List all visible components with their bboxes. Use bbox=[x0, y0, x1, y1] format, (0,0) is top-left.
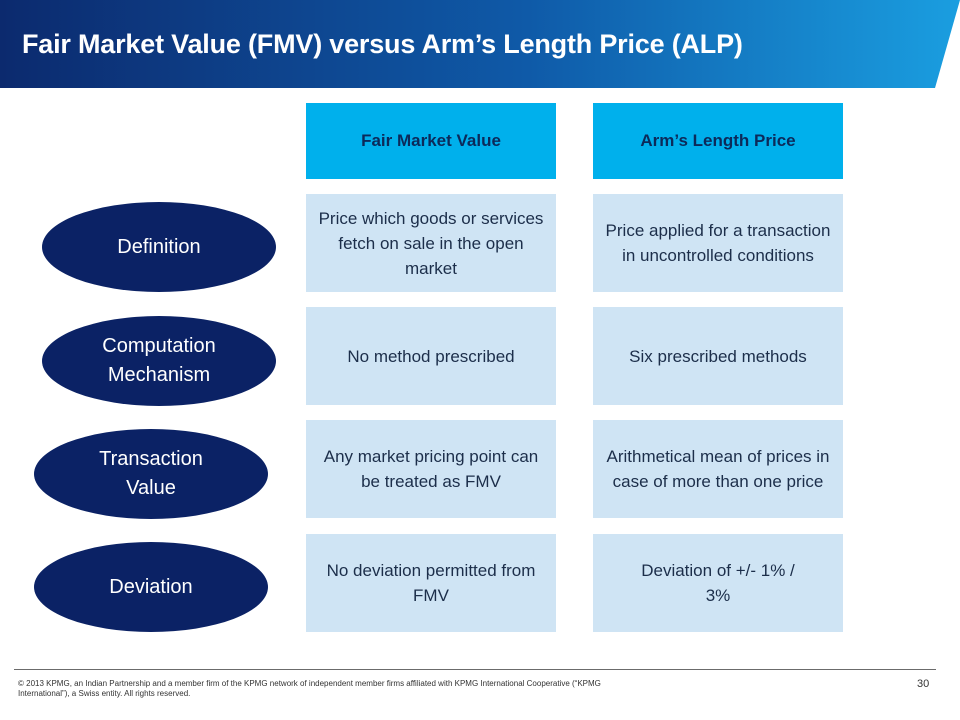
copyright-notice: © 2013 KPMG, an Indian Partnership and a… bbox=[18, 679, 601, 698]
title-banner bbox=[0, 0, 960, 88]
row-label-computation-mechanism: Computation Mechanism bbox=[42, 316, 276, 406]
cell-deviation-fmv: No deviation permitted from FMV bbox=[306, 534, 556, 632]
column-header-alp: Arm’s Length Price bbox=[593, 103, 843, 179]
row-label-deviation: Deviation bbox=[34, 542, 268, 632]
footer-divider bbox=[14, 669, 936, 670]
cell-deviation-alp: Deviation of +/- 1% / 3% bbox=[593, 534, 843, 632]
page-number: 30 bbox=[917, 678, 930, 690]
cell-computation-alp: Six prescribed methods bbox=[593, 307, 843, 405]
slide-title: Fair Market Value (FMV) versus Arm’s Len… bbox=[22, 29, 743, 59]
cell-transaction-alp: Arithmetical mean of prices in case of m… bbox=[593, 420, 843, 518]
cell-definition-fmv: Price which goods or services fetch on s… bbox=[306, 194, 556, 292]
row-label-definition: Definition bbox=[42, 202, 276, 292]
column-header-fmv: Fair Market Value bbox=[306, 103, 556, 179]
cell-definition-alp: Price applied for a transaction in uncon… bbox=[593, 194, 843, 292]
cell-transaction-fmv: Any market pricing point can be treated … bbox=[306, 420, 556, 518]
cell-computation-fmv: No method prescribed bbox=[306, 307, 556, 405]
row-label-transaction-value: Transaction Value bbox=[34, 429, 268, 519]
